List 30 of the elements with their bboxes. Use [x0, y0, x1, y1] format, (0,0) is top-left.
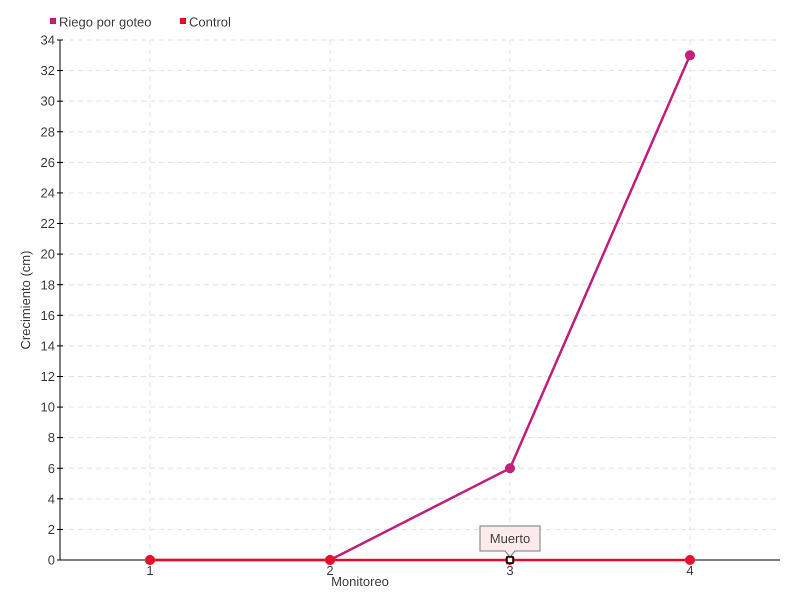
- point: [685, 555, 695, 565]
- y-tick-label: 20: [40, 246, 55, 262]
- y-tick-label: 12: [40, 369, 55, 384]
- annotation: Muerto: [490, 531, 530, 546]
- y-tick-label: 34: [40, 32, 55, 48]
- x-tick-label: 4: [686, 563, 694, 578]
- y-tick-label: 14: [40, 338, 55, 354]
- y-tick-label: 16: [40, 308, 55, 323]
- x-tick-label: 2: [326, 563, 334, 578]
- y-tick-label: 30: [40, 94, 55, 109]
- legend-label: Riego por goteo: [59, 14, 152, 30]
- point: [505, 463, 515, 474]
- y-tick-label: 8: [48, 430, 55, 446]
- y-tick-label: 24: [40, 185, 55, 200]
- y-tick-label: 28: [40, 124, 55, 140]
- y-tick-label: 10: [40, 400, 55, 415]
- y-tick-label: 18: [40, 277, 55, 292]
- y-tick-label: 4: [48, 491, 55, 506]
- point: [685, 50, 695, 60]
- y-tick-label: 32: [40, 63, 55, 78]
- x-tick-label: 1: [146, 563, 154, 578]
- y-tick-label: 22: [40, 216, 55, 232]
- y-axis-title: Crecimiento (cm): [18, 250, 33, 350]
- x-tick-label: 3: [506, 563, 514, 578]
- y-tick-label: 6: [48, 460, 55, 476]
- y-tick-label: 0: [48, 552, 55, 568]
- legend-label: Control: [189, 14, 232, 30]
- y-tick-label: 2: [48, 522, 55, 537]
- x-axis-title: Monitoreo: [331, 574, 389, 589]
- y-tick-label: 26: [40, 154, 55, 170]
